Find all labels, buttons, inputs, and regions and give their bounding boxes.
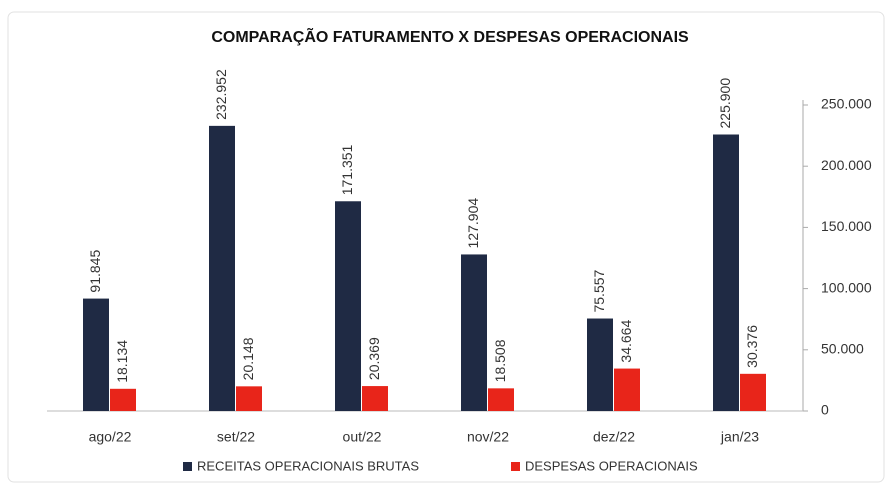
data-label: 127.904 (465, 198, 481, 249)
bar (362, 386, 388, 411)
bar (110, 388, 136, 411)
data-label: 18.508 (492, 339, 508, 382)
bar (713, 134, 739, 411)
bar (236, 386, 262, 411)
data-label: 18.134 (114, 340, 130, 383)
y-tick-label: 100.000 (821, 279, 872, 295)
x-tick-label: ago/22 (89, 429, 132, 445)
data-label: 20.148 (240, 337, 256, 380)
data-label: 30.376 (744, 325, 760, 368)
y-tick-label: 150.000 (821, 218, 872, 234)
x-tick-label: out/22 (343, 429, 382, 445)
data-label: 20.369 (366, 337, 382, 380)
x-tick-label: nov/22 (467, 429, 509, 445)
x-tick-label: jan/23 (720, 429, 759, 445)
legend-swatch (183, 462, 192, 471)
bar (740, 373, 766, 411)
data-label: 171.351 (339, 144, 355, 195)
legend-label: DESPESAS OPERACIONAIS (525, 458, 698, 473)
bar (461, 254, 487, 411)
x-tick-label: set/22 (217, 429, 255, 445)
y-tick-label: 250.000 (821, 96, 872, 112)
y-tick-label: 50.000 (821, 341, 864, 357)
bar (83, 298, 109, 411)
bar (335, 201, 361, 411)
data-label: 91.845 (87, 250, 103, 293)
data-label: 34.664 (618, 320, 634, 363)
data-label: 225.900 (717, 78, 733, 129)
bar (614, 368, 640, 411)
y-tick-label: 200.000 (821, 157, 872, 173)
chart-title: COMPARAÇÃO FATURAMENTO X DESPESAS OPERAC… (211, 26, 689, 46)
data-label: 75.557 (591, 269, 607, 312)
y-tick-label: 0 (821, 402, 829, 418)
legend-swatch (511, 462, 520, 471)
data-label: 232.952 (213, 69, 229, 120)
bar (209, 125, 235, 411)
legend-label: RECEITAS OPERACIONAIS BRUTAS (197, 458, 419, 473)
x-tick-label: dez/22 (593, 429, 635, 445)
bar (488, 388, 514, 411)
bar (587, 318, 613, 411)
